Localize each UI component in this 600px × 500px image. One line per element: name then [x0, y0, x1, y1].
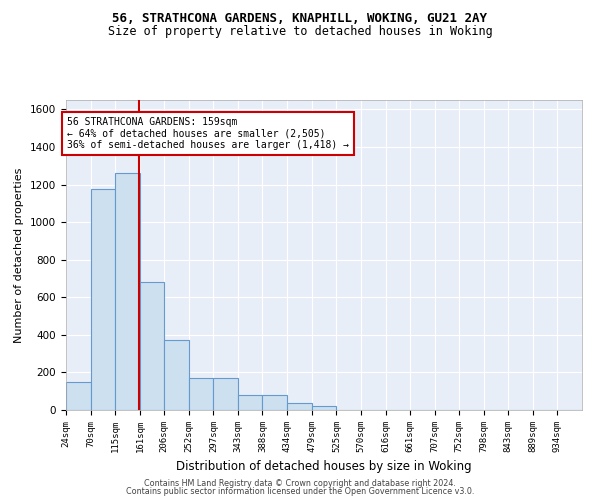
Bar: [66, 382, 91, 410]
Text: 56, STRATHCONA GARDENS, KNAPHILL, WOKING, GU21 2AY: 56, STRATHCONA GARDENS, KNAPHILL, WOKING…: [113, 12, 487, 26]
Y-axis label: Number of detached properties: Number of detached properties: [14, 168, 25, 342]
Text: Size of property relative to detached houses in Woking: Size of property relative to detached ho…: [107, 25, 493, 38]
Bar: [91, 189, 115, 410]
Bar: [189, 378, 214, 410]
Bar: [140, 282, 164, 410]
Bar: [164, 340, 189, 410]
Bar: [262, 395, 287, 410]
X-axis label: Distribution of detached houses by size in Woking: Distribution of detached houses by size …: [176, 460, 472, 473]
Bar: [115, 174, 140, 410]
Bar: [238, 395, 262, 410]
Bar: [214, 378, 238, 410]
Bar: [311, 406, 337, 410]
Text: 56 STRATHCONA GARDENS: 159sqm
← 64% of detached houses are smaller (2,505)
36% o: 56 STRATHCONA GARDENS: 159sqm ← 64% of d…: [67, 117, 349, 150]
Text: Contains public sector information licensed under the Open Government Licence v3: Contains public sector information licen…: [126, 487, 474, 496]
Bar: [287, 404, 311, 410]
Text: Contains HM Land Registry data © Crown copyright and database right 2024.: Contains HM Land Registry data © Crown c…: [144, 478, 456, 488]
